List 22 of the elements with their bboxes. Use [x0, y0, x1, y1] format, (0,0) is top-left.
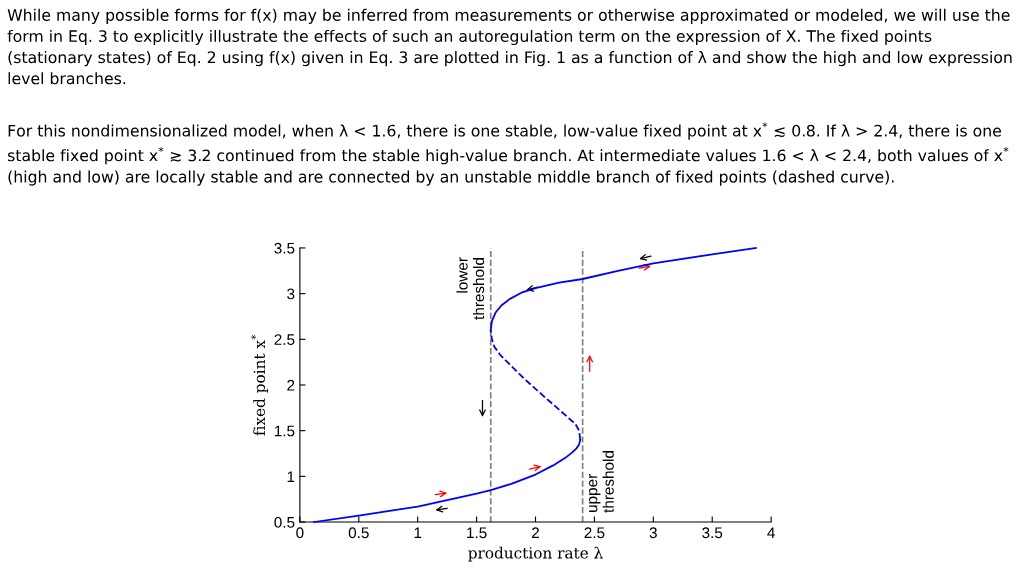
y-tick-label: 0.5: [274, 516, 295, 528]
x-tick-label: 1: [414, 527, 422, 538]
text: For this nondimensionalized model, when λ < 1.6, there is one stable, low-value fixed point at x$^{*}$ ≲ 0.8. If λ > 2.4, there is one stable fixed point x$^{*}$ ≳ 3.2 continued from the stable high-value branch. At intermediate values 1.6 < λ < 2.4, both values of x$^{*}$ (high and low) are locally stable and are connected by an unstable middle branch of fixed points (dashed curve).: [7, 122, 1009, 186]
y-tick-label: 1: [287, 471, 295, 482]
x-tick-label: 2: [532, 527, 539, 538]
y-axis-title: fixed point x$^{*}$: [251, 334, 269, 436]
x-tick-label: 3: [649, 527, 657, 539]
x-tick-label: 0: [296, 527, 304, 539]
x-tick-label: 4: [767, 527, 775, 538]
x-axis-title: production rate λ: [468, 546, 603, 562]
x-tick-label: 0.5: [348, 527, 369, 539]
y-tick-label: 3: [287, 288, 295, 300]
y-tick-label: 2.5: [274, 334, 295, 345]
y-tick-label: 3.5: [274, 242, 295, 254]
ref-line-label: lower threshold: [456, 257, 485, 320]
x-tick-label: 2.5: [584, 527, 605, 539]
x-tick-label: 1.5: [467, 527, 487, 539]
y-tick-label: 2: [287, 379, 295, 391]
ref-line-label: upper threshold: [589, 451, 614, 513]
y-tick-label: 1.5: [274, 425, 295, 437]
text: While many possible forms for f(x) may be inferred from measurements or otherwise approximated or modeled, we will use the form in Eq. 3 to explicitly illustrate the effects of such an autoregulation term on the expression of X. The fixed points (stationary states) of Eq. 2 using f(x) given in Eq. 3 are plotted in Fig. 1 as a function of λ and show the high and low expression level branches.: [7, 8, 1012, 85]
x-tick-label: 3.5: [702, 527, 723, 539]
